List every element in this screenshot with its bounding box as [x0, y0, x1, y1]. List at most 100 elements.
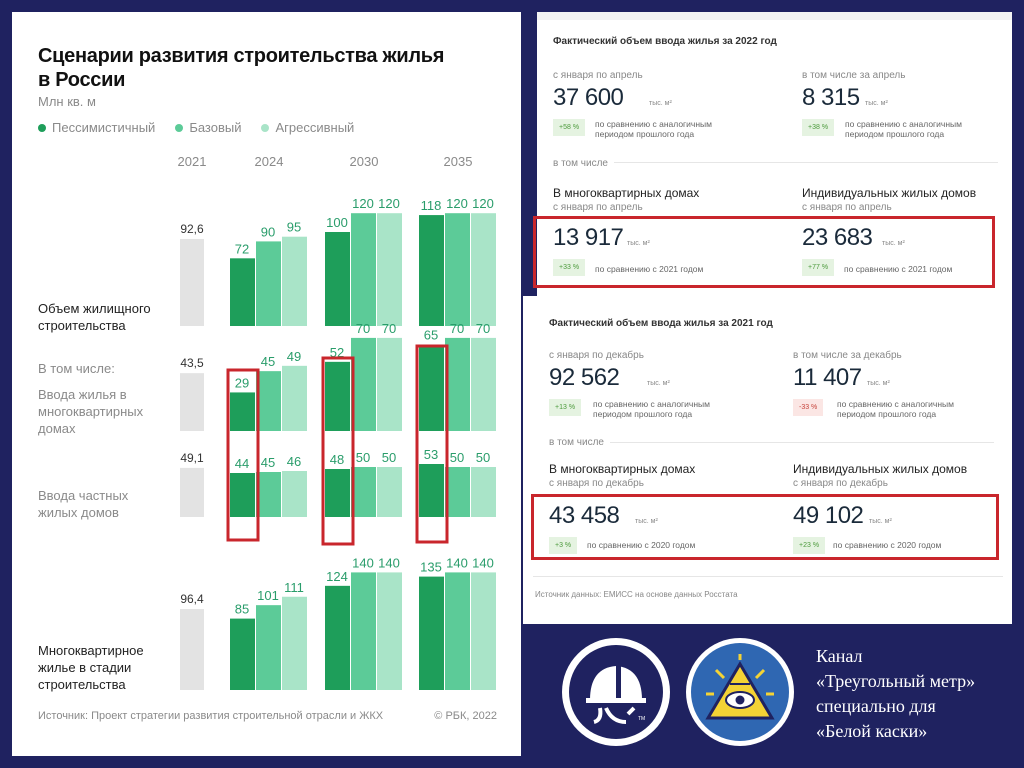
- bar-2030-s0: [325, 361, 350, 431]
- row-label-in-that-number: В том числе:: [38, 361, 115, 376]
- left-unit: тыс. м²: [647, 380, 670, 387]
- card-source: Источник данных: ЕМИСС на основе данных …: [535, 590, 738, 599]
- bar-2035-s2: [471, 337, 496, 431]
- legend-label: Пессимистичный: [52, 120, 156, 135]
- right-value: 11 407: [793, 364, 862, 391]
- bar-2024-s2: [282, 471, 307, 517]
- hard-hat-icon: TM: [569, 645, 663, 739]
- bar-2030-s1: [351, 572, 376, 690]
- bar-value-2035: 70: [476, 321, 490, 336]
- section-apartments-compare: по сравнению с 2021 годом: [595, 264, 704, 274]
- right-value: 8 315: [802, 84, 860, 111]
- year-label-2021: 2021: [178, 154, 207, 169]
- bar-value-2035: 53: [424, 447, 438, 462]
- section-apartments-value: 13 917: [553, 224, 624, 251]
- row-label-housing-volume: Объем жилищного строительства: [38, 301, 151, 333]
- section-private-compare: по сравнению с 2021 годом: [844, 264, 953, 274]
- bar-value-2024: 49: [287, 349, 301, 364]
- bar-2035-s1: [445, 213, 470, 326]
- triangle-eye-icon: [691, 643, 789, 741]
- bar-value-2030: 70: [382, 321, 396, 336]
- bar-value-2021: 43,5: [180, 356, 204, 370]
- bar-value-2024: 44: [235, 456, 249, 471]
- highlight-box-2: [415, 344, 449, 544]
- bar-2035-s1: [445, 467, 470, 517]
- section-apartments-badge: +33 %: [553, 259, 586, 276]
- right-unit: тыс. м²: [865, 100, 888, 107]
- bar-value-2030: 124: [326, 569, 348, 584]
- right-period: в том числе за декабрь: [793, 350, 902, 361]
- bar-value-2030: 140: [352, 555, 374, 570]
- section-private-badge: +77 %: [802, 259, 835, 276]
- trademark-mark: TM: [638, 716, 645, 722]
- bar-2030-s1: [351, 213, 376, 326]
- bar-2021: [180, 467, 204, 517]
- section-apartments-period: с января по апрель: [553, 202, 643, 213]
- banner-line-2: «Треугольный метр»: [816, 671, 976, 691]
- left-unit: тыс. м²: [649, 100, 672, 107]
- bar-2030-s2: [377, 213, 402, 326]
- bar-2024-s2: [282, 596, 307, 690]
- chart-unit: Млн кв. м: [38, 94, 96, 109]
- bar-value-2024: 111: [284, 580, 304, 595]
- right-compare: по сравнению с аналогичным периодом прош…: [837, 399, 954, 419]
- bar-value-2035: 140: [446, 555, 468, 570]
- section-private-unit: тыс. м²: [882, 240, 905, 247]
- highlight-box: [531, 494, 999, 560]
- bar-value-2024: 46: [287, 454, 301, 469]
- bar-value-2021: 92,6: [180, 222, 204, 236]
- bar-value-2035: 50: [476, 450, 490, 465]
- bar-2024-s1: [256, 472, 281, 517]
- section-private-value: 49 102: [793, 502, 864, 529]
- bar-2035-s0: [419, 464, 444, 517]
- section-apartments-compare: по сравнению с 2020 годом: [587, 540, 696, 550]
- highlight-box-0: [226, 368, 260, 542]
- bar-value-2024: 29: [235, 375, 249, 390]
- bar-value-2035: 70: [450, 321, 464, 336]
- bar-2035-s2: [471, 572, 496, 690]
- banner-line-3: специально для: [816, 696, 936, 716]
- left-period: с января по декабрь: [549, 350, 644, 361]
- bar-value-2024: 90: [261, 224, 275, 239]
- bar-2035-s1: [445, 572, 470, 690]
- left-compare: по сравнению с аналогичным периодом прош…: [593, 399, 710, 419]
- left-value: 37 600: [553, 84, 624, 111]
- year-label-2035: 2035: [444, 154, 473, 169]
- right-badge: -33 %: [793, 399, 824, 416]
- highlight-box-1: [321, 356, 355, 546]
- bar-2024-s1: [256, 241, 281, 326]
- section-private-period: с января по декабрь: [793, 478, 888, 489]
- bar-value-2030: 100: [326, 215, 348, 230]
- divider: [549, 442, 994, 443]
- bar-value-2035: 118: [421, 198, 442, 213]
- bar-2030-s1: [351, 337, 376, 431]
- bar-2035-s2: [471, 467, 496, 517]
- chart-legend: Пессимистичный Базовый Агрессивный: [38, 120, 374, 135]
- bar-2024-s0: [230, 392, 255, 431]
- bar-value-2021: 49,1: [180, 451, 204, 465]
- section-private-unit: тыс. м²: [869, 518, 892, 525]
- section-private: Индивидуальных жилых домов: [793, 462, 968, 476]
- banner-line-1: Канал: [816, 646, 863, 666]
- bar-2024-s2: [282, 236, 307, 326]
- bar-2035-s0: [419, 215, 444, 326]
- bar-2024-s0: [230, 473, 255, 517]
- bar-value-2035: 135: [420, 560, 442, 575]
- logo-white-helmet: TM: [562, 638, 670, 746]
- row-label-under-construction: Многоквартирное жилье в стадии строитель…: [38, 643, 144, 692]
- bar-value-2035: 120: [472, 196, 494, 211]
- legend-dot: [175, 123, 184, 132]
- bar-2021: [180, 609, 204, 690]
- bar-value-2035: 120: [446, 196, 468, 211]
- bar-2024-s0: [230, 618, 255, 690]
- chart-panel: Сценарии развития строительства жилья в …: [12, 12, 521, 756]
- section-apartments-period: с января по декабрь: [549, 478, 644, 489]
- bar-value-2024: 72: [235, 241, 249, 256]
- legend-label: Базовый: [189, 120, 242, 135]
- bar-2030-s0: [325, 469, 350, 517]
- section-private-compare: по сравнению с 2020 годом: [833, 540, 942, 550]
- section-private: Индивидуальных жилых домов: [802, 186, 977, 200]
- right-unit: тыс. м²: [867, 380, 890, 387]
- section-private-badge: +23 %: [793, 537, 826, 554]
- section-private-period: с января по апрель: [802, 202, 892, 213]
